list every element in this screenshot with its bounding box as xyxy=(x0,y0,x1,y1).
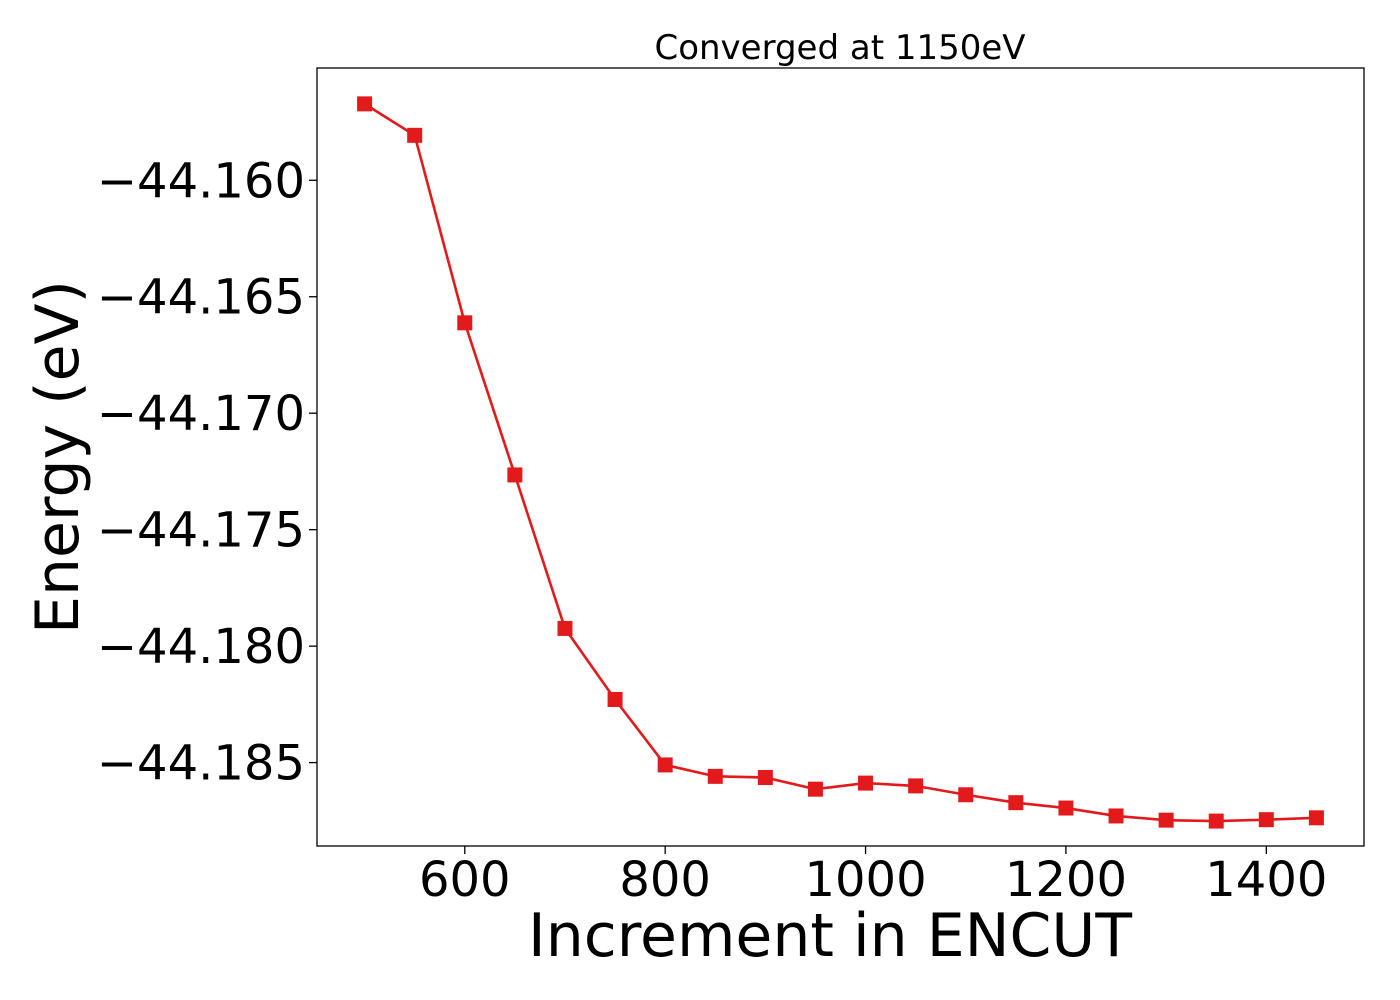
y-tick-label: −44.175 xyxy=(97,503,305,559)
data-point-marker xyxy=(1008,795,1024,811)
y-tick-label: −44.180 xyxy=(97,619,305,675)
data-point-marker xyxy=(908,778,924,794)
x-tick-label: 800 xyxy=(619,852,711,908)
y-tick-label: −44.185 xyxy=(97,736,305,792)
x-tick-label: 600 xyxy=(419,852,511,908)
data-point-marker xyxy=(958,787,974,803)
data-point-marker xyxy=(657,757,673,773)
data-point-marker xyxy=(457,315,473,331)
y-tick-label: −44.165 xyxy=(97,270,305,326)
data-point-marker xyxy=(507,467,523,483)
y-tick-label: −44.170 xyxy=(97,386,305,442)
data-point-marker xyxy=(1158,812,1174,828)
chart-title: Converged at 1150eV xyxy=(654,28,1025,68)
data-point-marker xyxy=(1208,813,1224,829)
data-point-marker xyxy=(1058,800,1074,816)
data-point-marker xyxy=(757,770,773,786)
data-point-marker xyxy=(557,620,573,636)
data-point-marker xyxy=(1108,808,1124,824)
data-point-marker xyxy=(807,781,823,797)
y-axis-label: Energy (eV) xyxy=(23,280,93,634)
series-layer xyxy=(357,96,1324,829)
x-axis-ticks: 600 800 1000 1200 1400 xyxy=(419,846,1327,908)
y-tick-label: −44.160 xyxy=(97,153,305,209)
plot-area-frame xyxy=(316,67,1365,847)
data-point-marker xyxy=(407,127,423,143)
data-point-marker xyxy=(607,691,623,707)
x-axis-label: Increment in ENCUT xyxy=(528,901,1132,971)
data-point-marker xyxy=(707,768,723,784)
series-line xyxy=(363,102,1317,823)
data-point-marker xyxy=(357,96,373,112)
y-axis-ticks: −44.160 −44.165 −44.170 −44.175 −44.180 −44.1… xyxy=(97,153,317,792)
x-tick-label: 1200 xyxy=(1005,852,1127,908)
x-tick-label: 1000 xyxy=(804,852,926,908)
data-point-marker xyxy=(1308,810,1324,826)
data-point-marker xyxy=(858,775,874,791)
data-point-marker xyxy=(1258,812,1274,828)
x-tick-label: 1400 xyxy=(1205,852,1327,908)
